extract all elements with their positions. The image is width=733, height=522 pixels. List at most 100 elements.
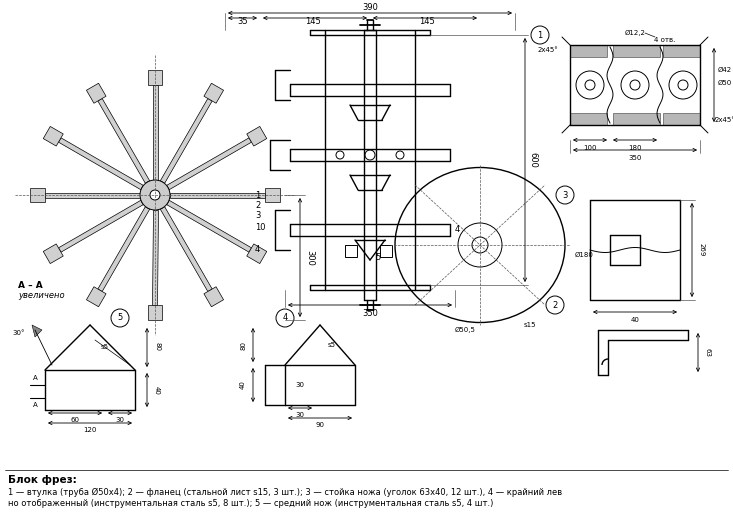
Polygon shape [59,200,143,252]
Polygon shape [43,126,63,146]
Polygon shape [152,210,158,305]
Text: 145: 145 [305,18,321,27]
Circle shape [621,71,649,99]
Polygon shape [30,188,45,202]
Text: s15: s15 [524,322,537,328]
Bar [380,245,392,257]
Circle shape [630,80,640,90]
Text: 3: 3 [255,210,260,219]
Text: 269: 269 [699,243,705,257]
Text: 4 отв.: 4 отв. [655,37,676,43]
Text: 2: 2 [255,200,260,209]
Circle shape [556,186,574,204]
Text: 10: 10 [255,223,265,232]
Circle shape [111,309,129,327]
Text: 60: 60 [70,417,79,423]
Text: но отображенный (инструментальная сталь s5, 8 шт.); 5 — средний нож (инструмента: но отображенный (инструментальная сталь … [8,500,493,508]
Text: 40: 40 [630,317,639,323]
Polygon shape [204,287,224,307]
Bar [345,245,357,257]
Text: s5: s5 [101,344,109,350]
Text: Блок фрез:: Блок фрез: [8,475,77,485]
Circle shape [396,151,404,159]
Text: 2: 2 [553,301,558,310]
Polygon shape [247,244,267,264]
Text: 30: 30 [295,382,304,388]
Text: 40: 40 [154,386,160,395]
Text: A: A [33,375,37,381]
Circle shape [546,296,564,314]
Bar [663,113,700,125]
Polygon shape [247,126,267,146]
Bar [663,45,700,57]
Polygon shape [170,193,265,197]
Text: 1 — втулка (труба Ø50х4); 2 — фланец (стальной лист s15, 3 шт.); 3 — стойка ножа: 1 — втулка (труба Ø50х4); 2 — фланец (ст… [8,488,562,496]
Text: 300: 300 [306,250,314,266]
Text: 4: 4 [255,245,260,255]
Polygon shape [32,325,42,337]
Text: 100: 100 [583,145,597,151]
Circle shape [531,26,549,44]
Circle shape [276,309,294,327]
Text: увеличено: увеличено [18,291,65,300]
Circle shape [472,237,488,253]
Text: 80: 80 [154,342,160,351]
Text: Ø42: Ø42 [718,67,732,73]
Bar [570,113,607,125]
Text: 1: 1 [255,191,260,199]
Polygon shape [166,138,251,189]
Text: 350: 350 [628,155,641,161]
Polygon shape [86,287,106,307]
Polygon shape [204,83,224,103]
Text: Ø50: Ø50 [718,80,732,86]
Bar [613,45,660,57]
Text: 2х45°: 2х45° [715,117,733,123]
Polygon shape [86,83,106,103]
Polygon shape [43,244,63,264]
Text: 90: 90 [315,422,325,428]
Text: s5: s5 [328,342,336,348]
Polygon shape [97,207,150,291]
Polygon shape [161,207,212,291]
Text: 180: 180 [628,145,642,151]
Text: 40: 40 [240,381,246,389]
Polygon shape [45,193,140,197]
Circle shape [576,71,604,99]
Text: 30°: 30° [12,330,25,336]
Text: 390: 390 [362,4,378,13]
Text: 30: 30 [116,417,125,423]
Text: 350: 350 [362,309,378,317]
Text: 5: 5 [117,314,122,323]
Circle shape [150,190,160,200]
Polygon shape [148,305,162,320]
Circle shape [365,150,375,160]
Circle shape [336,151,344,159]
Text: 600: 600 [528,152,537,168]
Text: 2х45°: 2х45° [537,47,559,53]
Text: 1: 1 [537,30,542,40]
Polygon shape [161,99,212,183]
Text: 4: 4 [282,314,287,323]
Polygon shape [148,70,162,85]
Circle shape [140,180,170,210]
Text: 63: 63 [705,348,711,357]
Polygon shape [166,200,251,252]
Text: 120: 120 [84,427,97,433]
Bar [613,113,660,125]
Text: 5: 5 [375,254,380,263]
Polygon shape [59,138,143,189]
Circle shape [458,223,502,267]
Text: 80: 80 [240,340,246,350]
Circle shape [669,71,697,99]
Bar [570,45,607,57]
Text: 3: 3 [562,191,567,199]
Circle shape [585,80,595,90]
Text: 4: 4 [455,226,460,234]
Text: 145: 145 [419,18,435,27]
Text: A: A [33,402,37,408]
Text: Ø180: Ø180 [575,252,594,258]
Text: Ø12,2: Ø12,2 [625,30,646,36]
Circle shape [678,80,688,90]
Polygon shape [152,85,158,180]
Text: 35: 35 [237,18,248,27]
